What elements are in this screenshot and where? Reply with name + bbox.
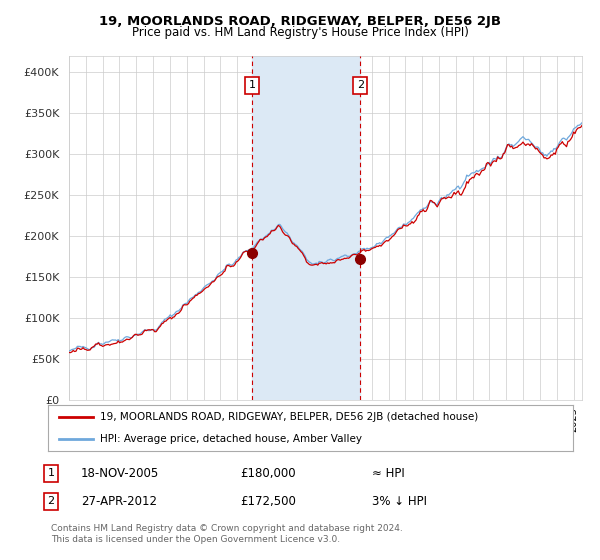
Text: HPI: Average price, detached house, Amber Valley: HPI: Average price, detached house, Ambe… — [101, 435, 362, 444]
Text: 19, MOORLANDS ROAD, RIDGEWAY, BELPER, DE56 2JB (detached house): 19, MOORLANDS ROAD, RIDGEWAY, BELPER, DE… — [101, 412, 479, 422]
Text: Price paid vs. HM Land Registry's House Price Index (HPI): Price paid vs. HM Land Registry's House … — [131, 26, 469, 39]
Text: £172,500: £172,500 — [240, 494, 296, 508]
Text: ≈ HPI: ≈ HPI — [372, 466, 405, 480]
Text: This data is licensed under the Open Government Licence v3.0.: This data is licensed under the Open Gov… — [51, 535, 340, 544]
Bar — [252, 56, 361, 400]
Text: £180,000: £180,000 — [240, 466, 296, 480]
Text: 3% ↓ HPI: 3% ↓ HPI — [372, 494, 427, 508]
Text: 19, MOORLANDS ROAD, RIDGEWAY, BELPER, DE56 2JB: 19, MOORLANDS ROAD, RIDGEWAY, BELPER, DE… — [99, 15, 501, 27]
Text: 2: 2 — [357, 80, 364, 90]
Text: 27-APR-2012: 27-APR-2012 — [81, 494, 157, 508]
Text: Contains HM Land Registry data © Crown copyright and database right 2024.: Contains HM Land Registry data © Crown c… — [51, 524, 403, 533]
Text: 2: 2 — [47, 496, 55, 506]
Text: 18-NOV-2005: 18-NOV-2005 — [81, 466, 159, 480]
Text: 1: 1 — [248, 80, 256, 90]
Text: 1: 1 — [47, 468, 55, 478]
